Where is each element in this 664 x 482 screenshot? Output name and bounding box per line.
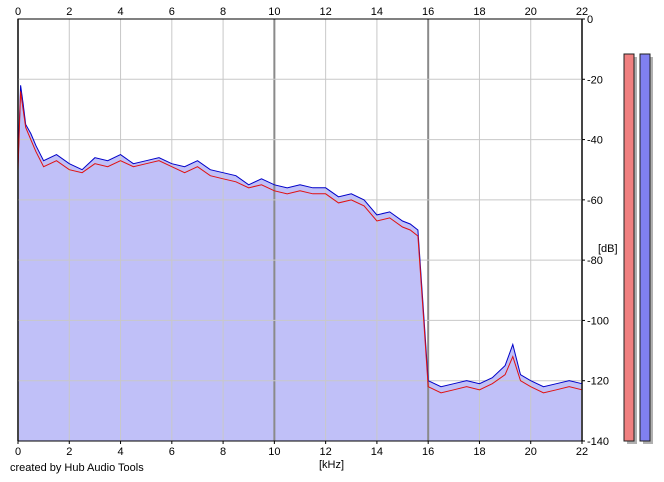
x-tick-label-top: 6	[169, 6, 175, 18]
credit-text: created by Hub Audio Tools	[10, 462, 144, 474]
y-axis-label: [dB]	[598, 243, 618, 255]
x-tick-label-bottom: 20	[525, 446, 537, 458]
plot-frame	[17, 18, 583, 442]
x-tick-label-top: 4	[117, 6, 123, 18]
x-tick-label-top: 8	[220, 6, 226, 18]
x-tick-label-bottom: 10	[268, 446, 280, 458]
y-tick-label: -40	[587, 135, 603, 147]
y-tick-label: -100	[587, 315, 609, 327]
x-tick-label-top: 20	[525, 6, 537, 18]
x-tick-label-top: 22	[576, 6, 588, 18]
y-tick-label: -80	[587, 255, 603, 267]
x-tick-label-top: 16	[422, 6, 434, 18]
y-tick-label: -20	[587, 74, 603, 86]
x-tick-label-bottom: 0	[15, 446, 21, 458]
series-area	[18, 85, 582, 442]
y-tick-label: -60	[587, 195, 603, 207]
x-tick-label-bottom: 16	[422, 446, 434, 458]
x-tick-label-bottom: 22	[576, 446, 588, 458]
x-tick-label-top: 12	[320, 6, 332, 18]
x-tick-label-bottom: 12	[320, 446, 332, 458]
x-tick-label-top: 2	[66, 6, 72, 18]
left-level-meter	[623, 53, 635, 442]
series-line	[17, 85, 583, 388]
series-line	[17, 91, 583, 394]
x-tick-label-bottom: 4	[117, 446, 123, 458]
x-tick-label-bottom: 6	[169, 446, 175, 458]
x-tick-label-top: 0	[15, 6, 21, 18]
y-tick-label: 0	[587, 14, 593, 26]
x-axis-label: [kHz]	[319, 459, 344, 471]
x-tick-label-bottom: 8	[220, 446, 226, 458]
x-tick-label-bottom: 18	[473, 446, 485, 458]
right-level-meter	[639, 53, 651, 442]
x-tick-label-top: 10	[268, 6, 280, 18]
x-tick-label-top: 14	[371, 6, 383, 18]
x-tick-label-top: 18	[473, 6, 485, 18]
x-tick-label-bottom: 14	[371, 446, 383, 458]
y-tick-label: -120	[587, 376, 609, 388]
x-tick-label-bottom: 2	[66, 446, 72, 458]
y-tick-label: -140	[587, 436, 609, 448]
